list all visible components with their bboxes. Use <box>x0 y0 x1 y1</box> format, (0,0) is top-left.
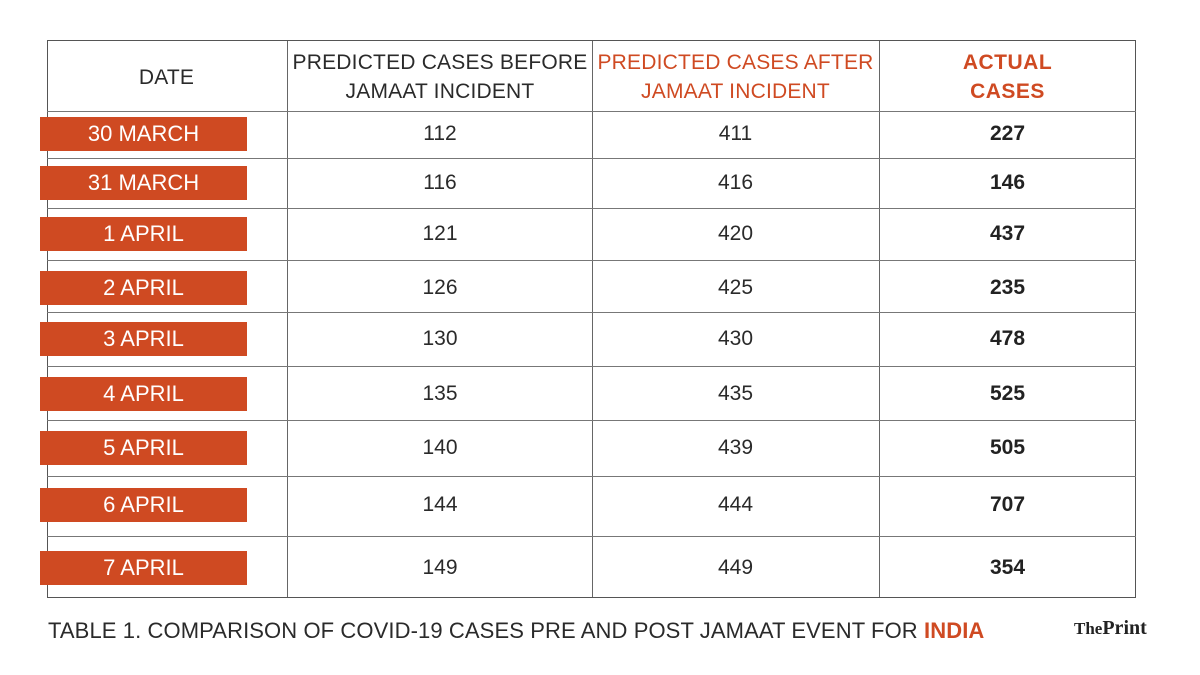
cell-actual-cases: 235 <box>989 276 1026 299</box>
cell-predicted-after: 420 <box>717 222 754 245</box>
header-predicted-after: PREDICTED CASES AFTER JAMAAT INCIDENT <box>597 51 874 103</box>
cell-actual-cases: 146 <box>989 171 1026 194</box>
cell-actual-cases: 354 <box>989 556 1026 579</box>
cell-predicted-after: 449 <box>717 556 754 579</box>
table-caption: TABLE 1. COMPARISON OF COVID-19 CASES PR… <box>48 618 984 644</box>
cell-predicted-after: 416 <box>717 171 754 194</box>
date-label: 30 MARCH <box>40 117 247 151</box>
date-label: 7 APRIL <box>40 551 247 585</box>
comparison-table <box>47 40 1136 598</box>
theprint-logo: ThePrint <box>1074 617 1147 640</box>
cell-predicted-after: 430 <box>717 327 754 350</box>
logo-the: The <box>1074 619 1103 638</box>
cell-predicted-before: 112 <box>423 122 457 145</box>
row-divider <box>47 420 1136 421</box>
cell-actual-cases: 478 <box>989 327 1026 350</box>
cell-actual-cases: 707 <box>989 493 1026 516</box>
cell-actual-cases: 525 <box>989 382 1026 405</box>
column-divider <box>879 41 880 597</box>
header-predicted-before: PREDICTED CASES BEFORE JAMAAT INCIDENT <box>292 51 588 103</box>
date-label: 4 APRIL <box>40 377 247 411</box>
cell-predicted-after: 425 <box>717 276 754 299</box>
row-divider <box>47 476 1136 477</box>
cell-predicted-before: 144 <box>422 493 458 516</box>
cell-actual-cases: 505 <box>989 436 1026 459</box>
date-label: 5 APRIL <box>40 431 247 465</box>
cell-predicted-before: 135 <box>422 382 458 405</box>
date-label: 1 APRIL <box>40 217 247 251</box>
header-date: DATE <box>138 65 195 89</box>
cell-actual-cases: 227 <box>989 122 1026 145</box>
date-label: 6 APRIL <box>40 488 247 522</box>
column-divider <box>592 41 593 597</box>
cell-predicted-before: 130 <box>422 327 458 350</box>
row-divider <box>47 111 1136 112</box>
cell-actual-cases: 437 <box>989 222 1026 245</box>
cell-predicted-before: 149 <box>422 556 458 579</box>
row-divider <box>47 312 1136 313</box>
cell-predicted-after: 435 <box>717 382 754 405</box>
cell-predicted-after: 439 <box>717 436 754 459</box>
date-label: 3 APRIL <box>40 322 247 356</box>
row-divider <box>47 158 1136 159</box>
cell-predicted-after: 444 <box>717 493 754 516</box>
caption-highlight: INDIA <box>924 618 985 643</box>
cell-predicted-before: 116 <box>423 171 457 194</box>
row-divider <box>47 208 1136 209</box>
date-label: 31 MARCH <box>40 166 247 200</box>
row-divider <box>47 260 1136 261</box>
row-divider <box>47 536 1136 537</box>
logo-print: Print <box>1102 617 1147 639</box>
cell-predicted-after: 411 <box>718 122 753 145</box>
header-actual-cases: ACTUAL CASES <box>962 51 1053 103</box>
row-divider <box>47 366 1136 367</box>
cell-predicted-before: 121 <box>422 222 458 245</box>
caption-text: TABLE 1. COMPARISON OF COVID-19 CASES PR… <box>48 618 924 643</box>
column-divider <box>287 41 288 597</box>
date-label: 2 APRIL <box>40 271 247 305</box>
cell-predicted-before: 140 <box>422 436 458 459</box>
cell-predicted-before: 126 <box>422 276 458 299</box>
